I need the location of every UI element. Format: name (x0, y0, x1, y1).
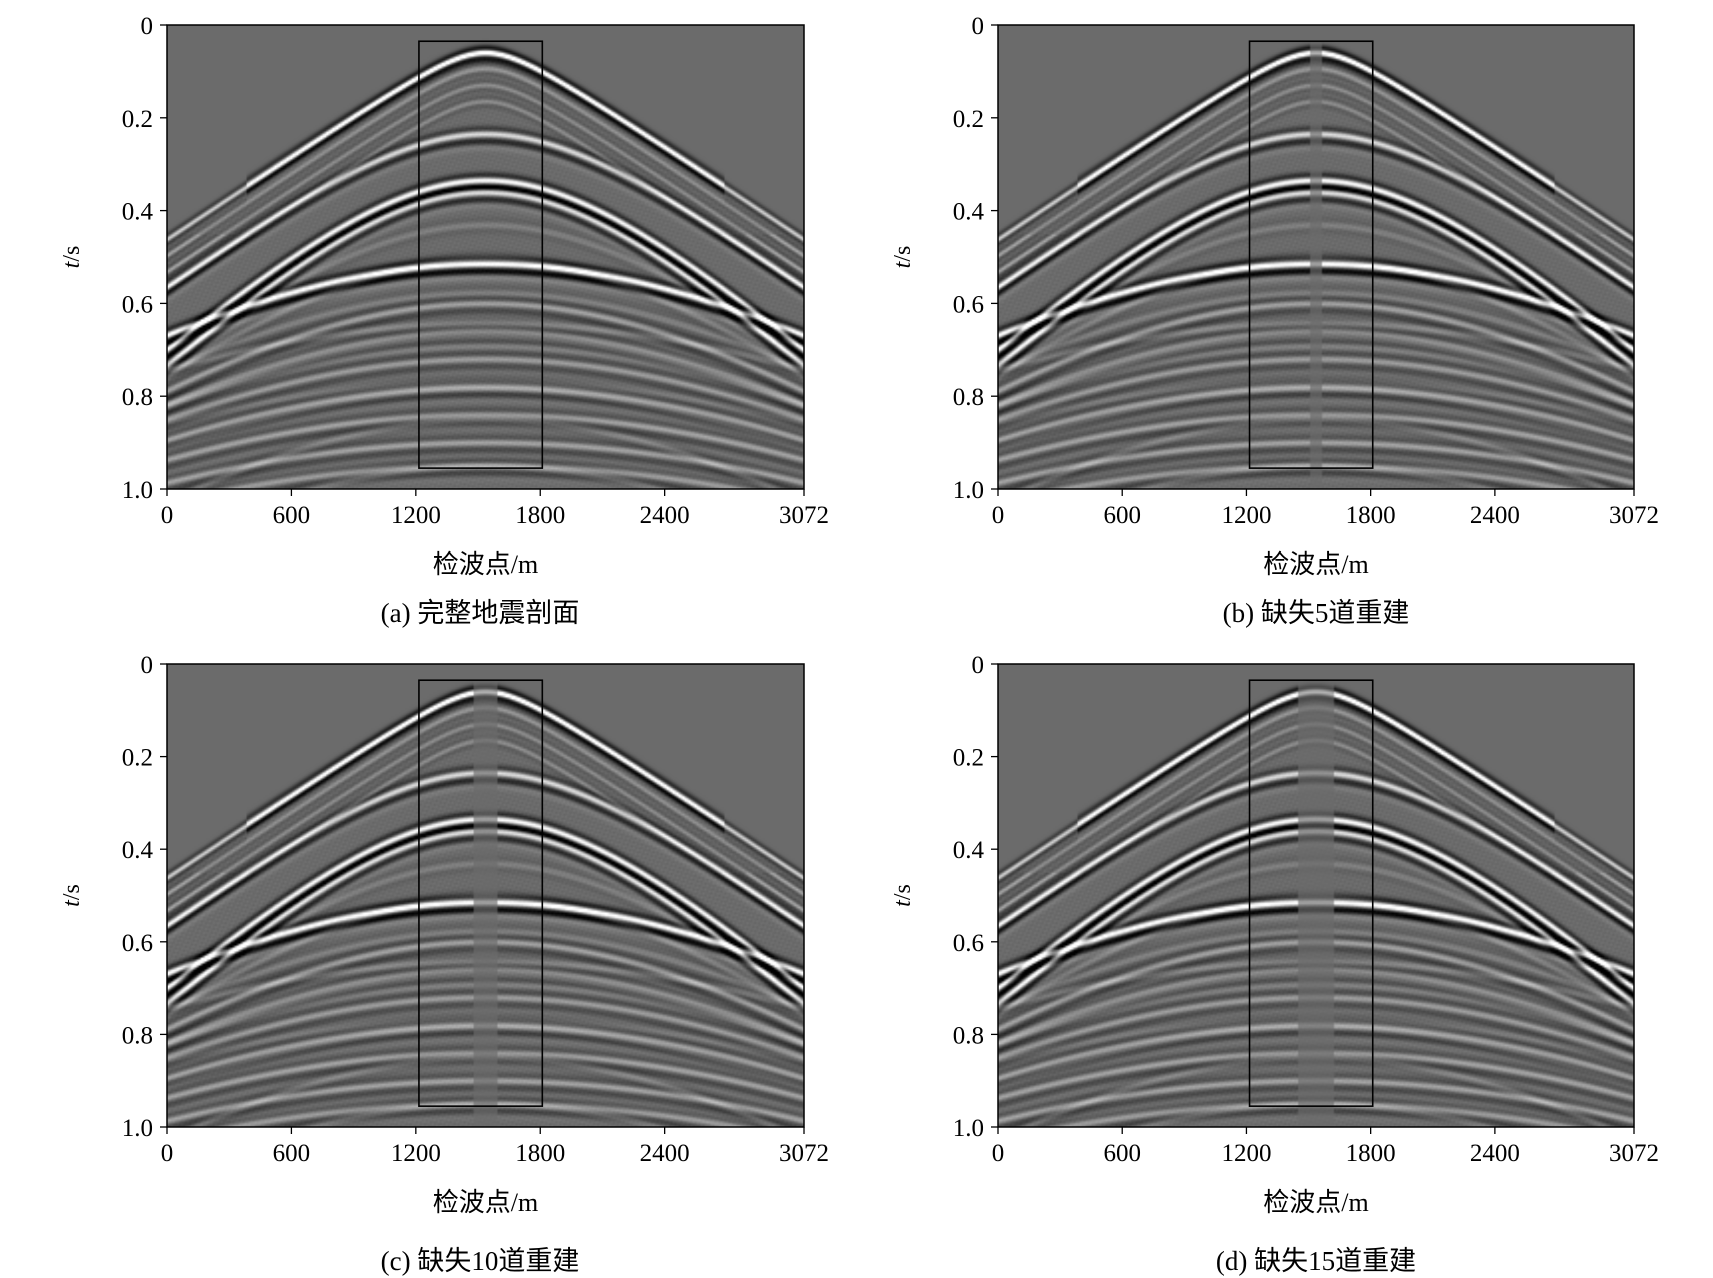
highlight-box (1248, 40, 1374, 469)
y-tick-label: 0.4 (953, 199, 985, 226)
x-tick-label: 2400 (640, 502, 690, 529)
x-axis-label: 检波点/m (1263, 1188, 1368, 1217)
y-tick-label: 0.8 (953, 384, 984, 411)
panel-caption: (c) 缺失10道重建 (381, 1246, 580, 1276)
x-tick-label: 1800 (515, 1140, 565, 1167)
x-tick-label: 1800 (1346, 502, 1396, 529)
y-tick-label: 1.0 (953, 477, 984, 504)
x-tick-label: 0 (992, 1140, 1005, 1167)
panel-a: 0 600 1200 1800 2400 3072 0 0.2 0.4 0.6 0.8 1.0 检波点/… (59, 13, 829, 628)
x-tick-label: 0 (992, 502, 1005, 529)
panel-b: 0 600 1200 1800 2400 3072 0 0.2 0.4 0.6 0.8 1.0 检波点/… (890, 13, 1659, 628)
plot-frame (997, 24, 1635, 490)
x-axis-label: 检波点/m (433, 1188, 538, 1217)
x-tick-label: 3072 (779, 1140, 829, 1167)
y-tick-label: 0.4 (953, 837, 985, 864)
seismic-section-image (998, 664, 1634, 1127)
y-tick-label: 0.4 (122, 837, 154, 864)
y-axis-label-unit: /s (59, 246, 85, 262)
x-axis-label: 检波点/m (1263, 550, 1368, 579)
x-axis-label: 检波点/m (433, 550, 538, 579)
highlight-box (418, 40, 544, 469)
x-tick-label: 3072 (1609, 1140, 1659, 1167)
panel-caption: (a) 完整地震剖面 (381, 598, 580, 628)
y-axis-label: t/s (59, 884, 85, 907)
y-tick-label: 0 (141, 652, 154, 679)
y-axis-label: t/s (59, 246, 85, 269)
y-tick-label: 0.6 (953, 930, 984, 957)
x-tick-label: 600 (1103, 1140, 1141, 1167)
y-tick-label: 0.2 (122, 106, 153, 133)
y-tick-label: 0.2 (953, 106, 984, 133)
y-tick-label: 0.6 (122, 930, 153, 957)
y-tick-label: 0 (972, 652, 985, 679)
panel-d: 0 600 1200 1800 2400 3072 0 0.2 0.4 0.6 0.8 1.0 检波点/… (890, 652, 1659, 1276)
seismic-section-image (167, 664, 804, 1127)
x-tick-label: 2400 (640, 1140, 690, 1167)
panel-c: 0 600 1200 1800 2400 3072 0 0.2 0.4 0.6 0.8 1.0 检波点/… (59, 652, 829, 1276)
x-tick-label: 0 (161, 1140, 174, 1167)
seismic-section-image (167, 25, 804, 489)
x-tick-label: 1800 (1346, 1140, 1396, 1167)
x-tick-label: 0 (161, 502, 174, 529)
y-tick-label: 0.2 (122, 745, 153, 772)
highlight-box (418, 679, 544, 1107)
y-axis-label-var: t (59, 260, 85, 268)
x-tick-label: 1200 (391, 502, 441, 529)
x-tick-label: 2400 (1470, 502, 1520, 529)
y-tick-label: 0.8 (122, 384, 153, 411)
plot-frame (166, 663, 805, 1128)
y-axis-label: t/s (890, 884, 916, 907)
y-axis-label-unit: /s (890, 246, 916, 262)
y-axis-label-unit: /s (890, 884, 916, 900)
y-tick-label: 0 (141, 13, 154, 40)
x-tick-label: 3072 (1609, 502, 1659, 529)
x-tick-label: 1200 (1221, 1140, 1271, 1167)
y-tick-label: 1.0 (122, 477, 153, 504)
y-tick-label: 0.8 (953, 1022, 984, 1049)
y-tick-label: 1.0 (953, 1115, 984, 1142)
y-tick-label: 0.8 (122, 1022, 153, 1049)
x-tick-label: 600 (273, 1140, 311, 1167)
y-axis-label-unit: /s (59, 884, 85, 900)
x-tick-label: 600 (273, 502, 311, 529)
y-tick-label: 0.6 (122, 291, 153, 318)
y-tick-label: 0.2 (953, 745, 984, 772)
x-tick-label: 1800 (515, 502, 565, 529)
highlight-box (1248, 679, 1374, 1107)
y-tick-label: 0.6 (953, 291, 984, 318)
panel-caption: (d) 缺失15道重建 (1216, 1246, 1416, 1276)
plot-frame (997, 663, 1635, 1128)
y-axis-label-var: t (890, 899, 916, 907)
y-axis-label: t/s (890, 246, 916, 269)
x-tick-label: 1200 (1221, 502, 1271, 529)
x-tick-label: 1200 (391, 1140, 441, 1167)
panel-caption: (b) 缺失5道重建 (1223, 598, 1410, 628)
x-tick-label: 600 (1103, 502, 1141, 529)
x-tick-label: 3072 (779, 502, 829, 529)
y-tick-label: 1.0 (122, 1115, 153, 1142)
plot-frame (166, 24, 805, 490)
y-axis-label-var: t (890, 260, 916, 268)
seismic-section-image (998, 25, 1634, 489)
y-tick-label: 0 (972, 13, 985, 40)
x-tick-label: 2400 (1470, 1140, 1520, 1167)
y-tick-label: 0.4 (122, 199, 154, 226)
y-axis-label-var: t (59, 899, 85, 907)
